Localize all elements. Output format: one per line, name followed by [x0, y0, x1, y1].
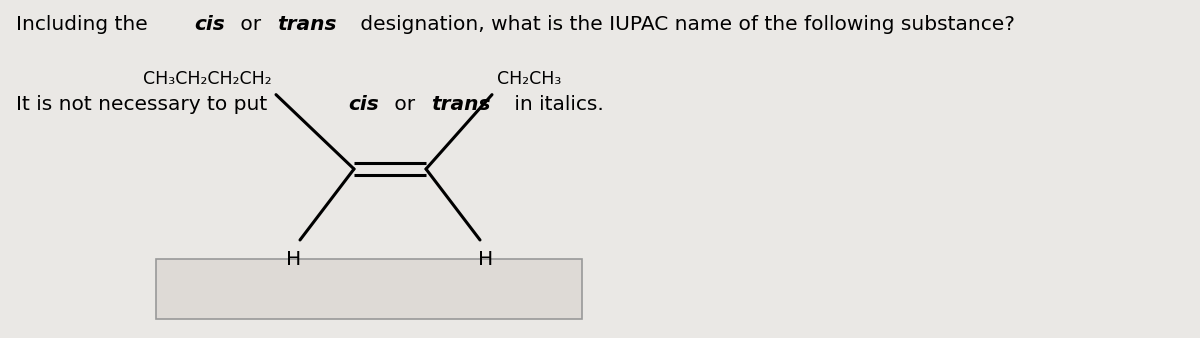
Text: trans: trans	[431, 95, 491, 114]
Text: or: or	[388, 95, 421, 114]
Text: Including the: Including the	[16, 15, 154, 34]
Text: H: H	[287, 250, 301, 269]
Bar	[156, 259, 582, 319]
Text: CH₃CH₂CH₂CH₂: CH₃CH₂CH₂CH₂	[143, 70, 271, 88]
Text: CH₂CH₃: CH₂CH₃	[497, 70, 562, 88]
Text: cis: cis	[194, 15, 224, 34]
Text: trans: trans	[277, 15, 336, 34]
Text: designation, what is the IUPAC name of the following substance?: designation, what is the IUPAC name of t…	[354, 15, 1014, 34]
Text: H: H	[479, 250, 493, 269]
Text: or: or	[234, 15, 268, 34]
Text: It is not necessary to put: It is not necessary to put	[16, 95, 274, 114]
Text: in italics.: in italics.	[508, 95, 604, 114]
Text: cis: cis	[348, 95, 379, 114]
